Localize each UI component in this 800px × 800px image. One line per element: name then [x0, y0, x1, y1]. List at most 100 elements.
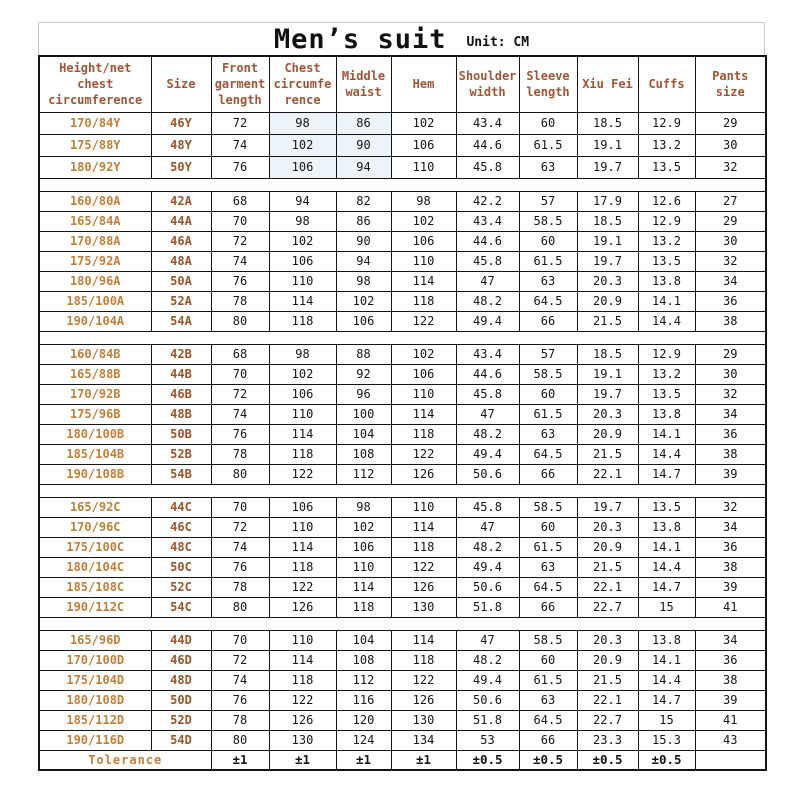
value-cell: 34: [694, 270, 767, 292]
value-cell: 118: [335, 596, 392, 618]
value-cell: 13.5: [637, 383, 696, 405]
value-cell: 60: [518, 383, 578, 405]
value-cell: 74: [210, 133, 270, 157]
value-cell: 57: [518, 190, 578, 212]
value-cell: 72: [210, 230, 270, 252]
table-row: 175/96B 48B 74 110 100 114 47 61.5 20.3 13.8 34: [38, 403, 767, 425]
row-label-cell: 190/104A: [38, 310, 152, 332]
value-cell: 116: [335, 689, 392, 711]
size-cell: 48Y: [150, 133, 212, 157]
value-cell: 66: [518, 310, 578, 332]
value-cell: 78: [210, 290, 270, 312]
value-cell: 20.9: [576, 536, 639, 558]
value-cell: 43.4: [455, 343, 520, 365]
value-cell: 110: [268, 629, 337, 651]
tolerance-row: Tolerance ±1 ±1 ±1 ±1 ±0.5 ±0.5 ±0.5 ±0.5: [38, 749, 767, 771]
value-cell: 98: [268, 111, 337, 135]
tolerance-value-cell: ±1: [390, 749, 457, 771]
value-cell: 70: [210, 496, 270, 518]
value-cell: 32: [694, 155, 767, 179]
title-bar: Men’s suit Unit: CM: [38, 22, 765, 55]
value-cell: 114: [390, 270, 457, 292]
column-header-size: Size: [150, 55, 212, 113]
value-cell: 34: [694, 516, 767, 538]
value-cell: 17.9: [576, 190, 639, 212]
value-cell: 50.6: [455, 576, 520, 598]
row-label-cell: 165/88B: [38, 363, 152, 385]
table-row: 180/100B 50B 76 114 104 118 48.2 63 20.9 14.1 36: [38, 423, 767, 445]
value-cell: 34: [694, 629, 767, 651]
value-cell: 47: [455, 516, 520, 538]
column-header-chest-circumference: Chest circumference: [268, 55, 337, 113]
value-cell: 86: [335, 210, 392, 232]
value-cell: 76: [210, 270, 270, 292]
size-chart-sheet: Men’s suit Unit: CM Height/net chest cir…: [38, 22, 767, 771]
value-cell: 122: [390, 669, 457, 691]
value-cell: 100: [335, 403, 392, 425]
table-row: 185/104B 52B 78 118 108 122 49.4 64.5 21.5 14.4 38: [38, 443, 767, 465]
value-cell: 102: [268, 133, 337, 157]
value-cell: 98: [268, 210, 337, 232]
value-cell: 32: [694, 496, 767, 518]
value-cell: 98: [390, 190, 457, 212]
value-cell: 114: [268, 649, 337, 671]
value-cell: 70: [210, 210, 270, 232]
value-cell: 51.8: [455, 709, 520, 731]
value-cell: 74: [210, 669, 270, 691]
value-cell: 118: [268, 310, 337, 332]
value-cell: 80: [210, 463, 270, 485]
table-row: 170/96C 46C 72 110 102 114 47 60 20.3 13.8 34: [38, 516, 767, 538]
value-cell: 102: [268, 363, 337, 385]
value-cell: 45.8: [455, 496, 520, 518]
value-cell: 114: [268, 536, 337, 558]
value-cell: 68: [210, 343, 270, 365]
value-cell: 18.5: [576, 210, 639, 232]
tolerance-label: Tolerance: [38, 749, 212, 771]
table-row: 160/80A 42A 68 94 82 98 42.2 57 17.9 12.6 27: [38, 190, 767, 212]
size-table: Height/net chest circumference Size Fron…: [38, 55, 767, 771]
value-cell: 14.4: [637, 556, 696, 578]
row-label-cell: 190/116D: [38, 729, 152, 751]
value-cell: 122: [268, 689, 337, 711]
value-cell: 22.7: [576, 709, 639, 731]
value-cell: 23.3: [576, 729, 639, 751]
size-cell: 54D: [150, 729, 212, 751]
size-cell: 44D: [150, 629, 212, 651]
value-cell: 48.2: [455, 536, 520, 558]
table-row: 165/84A 44A 70 98 86 102 43.4 58.5 18.5 12.9 29: [38, 210, 767, 232]
value-cell: 21.5: [576, 443, 639, 465]
value-cell: 39: [694, 463, 767, 485]
value-cell: 15: [637, 596, 696, 618]
value-cell: 14.4: [637, 669, 696, 691]
size-cell: 44B: [150, 363, 212, 385]
value-cell: 61.5: [518, 250, 578, 272]
value-cell: 14.7: [637, 576, 696, 598]
value-cell: 13.8: [637, 516, 696, 538]
value-cell: 44.6: [455, 363, 520, 385]
value-cell: 61.5: [518, 669, 578, 691]
value-cell: 49.4: [455, 556, 520, 578]
column-header-hem: Hem: [390, 55, 457, 113]
size-cell: 46B: [150, 383, 212, 405]
row-label-cell: 175/100C: [38, 536, 152, 558]
value-cell: 104: [335, 629, 392, 651]
size-cell: 48A: [150, 250, 212, 272]
value-cell: 41: [694, 596, 767, 618]
value-cell: 27: [694, 190, 767, 212]
value-cell: 63: [518, 556, 578, 578]
value-cell: 21.5: [576, 556, 639, 578]
value-cell: 19.7: [576, 250, 639, 272]
value-cell: 118: [268, 556, 337, 578]
size-cell: 50C: [150, 556, 212, 578]
value-cell: 14.7: [637, 463, 696, 485]
value-cell: 114: [268, 290, 337, 312]
value-cell: 58.5: [518, 629, 578, 651]
value-cell: 110: [390, 383, 457, 405]
row-label-cell: 185/112D: [38, 709, 152, 731]
value-cell: 45.8: [455, 250, 520, 272]
value-cell: 13.2: [637, 230, 696, 252]
value-cell: 94: [268, 190, 337, 212]
value-cell: 64.5: [518, 443, 578, 465]
value-cell: 14.4: [637, 310, 696, 332]
value-cell: 106: [335, 310, 392, 332]
